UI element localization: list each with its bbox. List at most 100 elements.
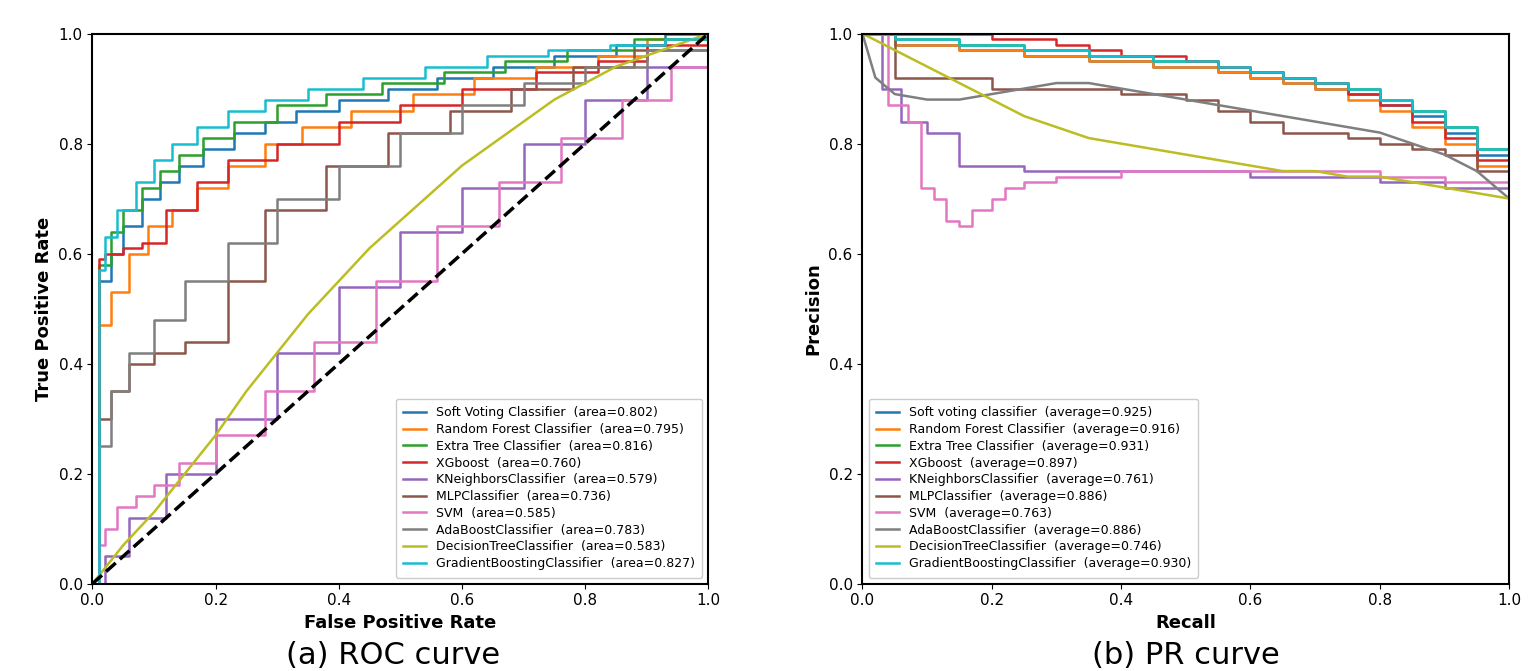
SVM  (average=0.763) <box>938 217 956 225</box>
SVM  (area=0.585) <box>126 503 145 511</box>
GradientBoostingClassifier  (area=0.827) <box>95 266 114 274</box>
XGboost  (average=0.897) <box>1015 35 1033 43</box>
MLPClassifier  (average=0.886) <box>1177 95 1195 103</box>
MLPClassifier  (average=0.886) <box>1209 95 1227 103</box>
AdaBoostClassifier  (area=0.783) <box>176 277 194 285</box>
DecisionTreeClassifier  (area=0.583) <box>638 52 656 60</box>
Soft Voting Classifier  (area=0.802) <box>89 580 108 588</box>
Extra Tree Classifier  (area=0.816) <box>132 205 151 213</box>
MLPClassifier  (average=0.886) <box>1403 140 1421 148</box>
DecisionTreeClassifier  (area=0.583) <box>391 217 410 225</box>
Soft Voting Classifier  (area=0.802) <box>484 74 502 82</box>
SVM  (area=0.585) <box>613 95 631 103</box>
KNeighborsClassifier  (area=0.579) <box>699 30 718 38</box>
GradientBoostingClassifier  (average=0.930) <box>1209 57 1227 65</box>
DecisionTreeClassifier  (area=0.583) <box>699 30 718 38</box>
GradientBoostingClassifier  (average=0.930) <box>1306 74 1324 82</box>
MLPClassifier  (area=0.736) <box>120 387 139 395</box>
XGboost  (area=0.760) <box>89 255 108 263</box>
X-axis label: False Positive Rate: False Positive Rate <box>305 614 496 632</box>
AdaBoostClassifier  (area=0.783) <box>330 195 348 203</box>
Random Forest Classifier  (area=0.795) <box>219 184 237 192</box>
Extra Tree Classifier  (average=0.931) <box>1338 79 1357 87</box>
DecisionTreeClassifier  (area=0.583) <box>422 189 440 197</box>
AdaBoostClassifier  (average=0.886) <box>1144 90 1163 98</box>
XGboost  (area=0.760) <box>527 68 545 76</box>
AdaBoostClassifier  (average=0.886) <box>1047 79 1066 87</box>
AdaBoostClassifier  (area=0.783) <box>219 277 237 285</box>
AdaBoostClassifier  (area=0.783) <box>83 580 102 588</box>
GradientBoostingClassifier  (area=0.827) <box>299 95 317 103</box>
Extra Tree Classifier  (average=0.931) <box>885 35 904 43</box>
XGboost  (average=0.897) <box>1306 79 1324 87</box>
Random Forest Classifier  (average=0.916) <box>1500 195 1518 203</box>
XGboost  (area=0.760) <box>132 239 151 247</box>
GradientBoostingClassifier  (average=0.930) <box>1080 52 1098 60</box>
SVM  (average=0.763) <box>1241 167 1260 175</box>
MLPClassifier  (average=0.886) <box>1468 167 1486 175</box>
AdaBoostClassifier  (area=0.783) <box>145 315 163 323</box>
XGboost  (average=0.897) <box>1435 134 1454 142</box>
SVM  (area=0.585) <box>662 62 681 70</box>
DecisionTreeClassifier  (average=0.746) <box>1241 162 1260 170</box>
XGboost  (area=0.760) <box>114 244 132 252</box>
Random Forest Classifier  (area=0.795) <box>638 35 656 43</box>
MLPClassifier  (area=0.736) <box>379 129 397 137</box>
Random Forest Classifier  (average=0.916) <box>1306 85 1324 93</box>
Soft Voting Classifier  (area=0.802) <box>225 129 243 137</box>
AdaBoostClassifier  (average=0.886) <box>950 95 969 103</box>
SVM  (average=0.763) <box>962 205 981 213</box>
KNeighborsClassifier  (area=0.579) <box>83 580 102 588</box>
AdaBoostClassifier  (area=0.783) <box>120 387 139 395</box>
MLPClassifier  (area=0.736) <box>120 360 139 368</box>
GradientBoostingClassifier  (average=0.930) <box>1500 195 1518 203</box>
KNeighborsClassifier  (average=0.761) <box>1177 167 1195 175</box>
AdaBoostClassifier  (area=0.783) <box>514 79 533 87</box>
KNeighborsClassifier  (area=0.579) <box>95 580 114 588</box>
MLPClassifier  (average=0.886) <box>853 30 872 38</box>
XGboost  (average=0.897) <box>1435 117 1454 125</box>
GradientBoostingClassifier  (area=0.827) <box>145 156 163 164</box>
KNeighborsClassifier  (area=0.579) <box>391 227 410 236</box>
DecisionTreeClassifier  (area=0.583) <box>545 95 564 103</box>
Random Forest Classifier  (area=0.795) <box>527 62 545 70</box>
Extra Tree Classifier  (area=0.816) <box>434 79 453 87</box>
GradientBoostingClassifier  (average=0.930) <box>1338 85 1357 93</box>
MLPClassifier  (area=0.736) <box>564 62 582 70</box>
MLPClassifier  (area=0.736) <box>502 107 521 115</box>
Random Forest Classifier  (average=0.916) <box>1209 62 1227 70</box>
XGboost  (area=0.760) <box>391 101 410 109</box>
Extra Tree Classifier  (area=0.816) <box>151 184 169 192</box>
XGboost  (area=0.760) <box>330 140 348 148</box>
Soft Voting Classifier  (area=0.802) <box>132 222 151 230</box>
Extra Tree Classifier  (area=0.816) <box>225 134 243 142</box>
Extra Tree Classifier  (area=0.816) <box>317 101 336 109</box>
Extra Tree Classifier  (average=0.931) <box>1241 62 1260 70</box>
Soft Voting Classifier  (area=0.802) <box>256 129 274 137</box>
Soft voting classifier  (average=0.925) <box>1500 195 1518 203</box>
Random Forest Classifier  (average=0.916) <box>1080 57 1098 65</box>
KNeighborsClassifier  (area=0.579) <box>638 95 656 103</box>
Random Forest Classifier  (average=0.916) <box>1144 57 1163 65</box>
Extra Tree Classifier  (area=0.816) <box>102 227 120 236</box>
MLPClassifier  (average=0.886) <box>1112 85 1130 93</box>
GradientBoostingClassifier  (area=0.827) <box>219 107 237 115</box>
XGboost  (average=0.897) <box>1112 52 1130 60</box>
Soft voting classifier  (average=0.925) <box>1371 90 1389 98</box>
Random Forest Classifier  (average=0.916) <box>853 30 872 38</box>
KNeighborsClassifier  (area=0.579) <box>206 470 225 478</box>
MLPClassifier  (area=0.736) <box>89 580 108 588</box>
Random Forest Classifier  (average=0.916) <box>1435 140 1454 148</box>
Soft voting classifier  (average=0.925) <box>1306 79 1324 87</box>
Soft Voting Classifier  (area=0.802) <box>286 117 305 125</box>
DecisionTreeClassifier  (average=0.746) <box>1209 156 1227 164</box>
GradientBoostingClassifier  (average=0.930) <box>1468 123 1486 131</box>
XGboost  (average=0.897) <box>1338 79 1357 87</box>
GradientBoostingClassifier  (area=0.827) <box>256 107 274 115</box>
Random Forest Classifier  (average=0.916) <box>1306 79 1324 87</box>
GradientBoostingClassifier  (area=0.827) <box>699 30 718 38</box>
Soft Voting Classifier  (area=0.802) <box>169 162 188 170</box>
SVM  (area=0.585) <box>305 338 323 346</box>
XGboost  (area=0.760) <box>588 57 607 65</box>
XGboost  (area=0.760) <box>95 255 114 263</box>
